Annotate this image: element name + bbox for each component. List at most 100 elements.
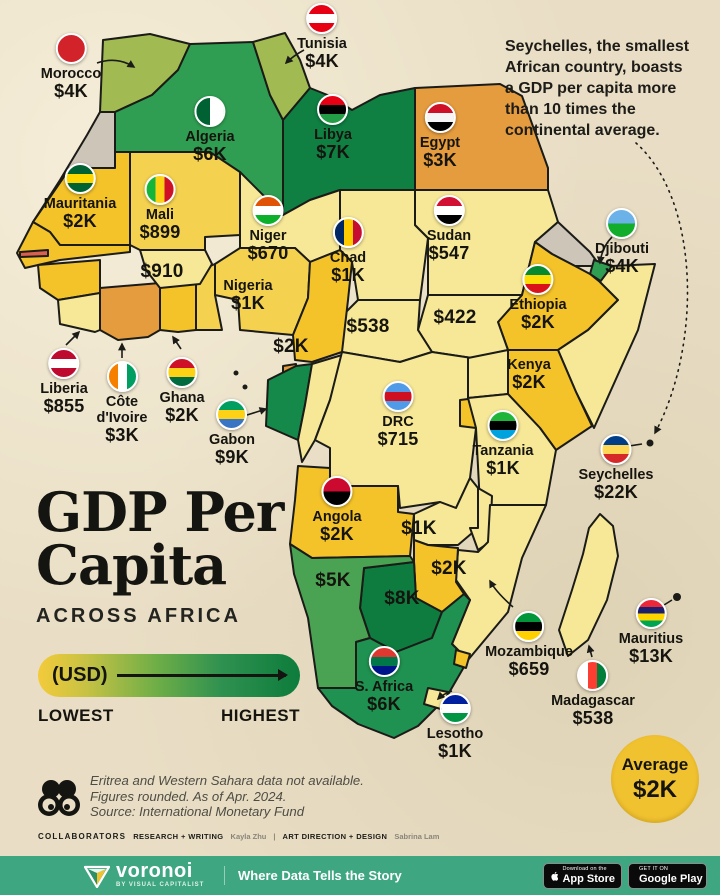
color-legend: (USD) LOWEST HIGHEST bbox=[38, 654, 300, 726]
apple-icon bbox=[551, 871, 559, 881]
country-value: $8K bbox=[384, 588, 420, 609]
country-label-botswana: $8K bbox=[384, 589, 419, 609]
footer-divider bbox=[224, 866, 225, 885]
country-value: $1K bbox=[486, 458, 520, 478]
country-name: DRC bbox=[382, 414, 414, 430]
country-shape-malawi bbox=[469, 487, 493, 551]
country-name: Seychelles bbox=[578, 467, 654, 483]
callout-line-liberia bbox=[65, 330, 81, 346]
legend-high-label: HIGHEST bbox=[220, 706, 300, 725]
flag-civ-icon bbox=[106, 361, 138, 392]
country-value: $4K bbox=[305, 51, 339, 71]
callout-line-mauritius bbox=[663, 599, 673, 606]
callout-line-gabon bbox=[246, 407, 268, 416]
footer-tagline: Where Data Tells the Story bbox=[238, 868, 402, 883]
collaborators-row: COLLABORATORS RESEARCH + WRITING Kayla Z… bbox=[38, 832, 439, 841]
flag-mozambique-icon bbox=[513, 611, 545, 642]
flag-drc-icon bbox=[382, 381, 414, 412]
brand-subtitle: BY VISUAL CAPITALIST bbox=[116, 882, 205, 888]
country-shape-liberia_sl bbox=[57, 292, 101, 333]
country-label-morocco: Morocco $4K bbox=[41, 33, 101, 101]
country-name: Nigeria bbox=[223, 278, 273, 294]
country-label-kenya: Kenya $2K bbox=[507, 357, 551, 392]
voronoi-logo-icon bbox=[84, 865, 110, 888]
country-label-tanzania: Tanzania $1K bbox=[473, 410, 533, 478]
country-value: $1K bbox=[231, 293, 265, 313]
island-dot-seychelles bbox=[646, 439, 654, 447]
average-badge: Average $2K bbox=[611, 735, 699, 823]
country-value: $2K bbox=[273, 336, 309, 357]
flag-madagascar-icon bbox=[577, 660, 609, 691]
country-label-djibouti: Djibouti $4K bbox=[595, 208, 649, 276]
design-name: Sabrina Lam bbox=[394, 832, 440, 841]
country-value: $2K bbox=[165, 405, 199, 425]
flag-mauritania-icon bbox=[64, 163, 96, 194]
callout-line-mozambique bbox=[489, 579, 514, 608]
seychelles-annotation: Seychelles, the smallest African country… bbox=[505, 36, 715, 141]
research-label: RESEARCH + WRITING bbox=[133, 832, 224, 841]
country-value: $3K bbox=[105, 425, 139, 445]
country-name: Mozambique bbox=[485, 644, 573, 660]
country-value: $538 bbox=[572, 708, 614, 728]
flag-tanzania-icon bbox=[487, 410, 519, 441]
flag-seychelles-icon bbox=[600, 434, 632, 465]
country-label-civ: Côte d'Ivoire $3K bbox=[89, 361, 155, 445]
country-name: Lesotho bbox=[426, 726, 484, 742]
country-value: $4K bbox=[54, 81, 88, 101]
flag-sudan-icon bbox=[433, 195, 465, 226]
island-dot-mauritius bbox=[673, 593, 681, 601]
country-value: $538 bbox=[346, 316, 390, 337]
average-value: $2K bbox=[632, 775, 678, 803]
annotation-line: than 10 times the bbox=[505, 101, 636, 118]
country-value: $2K bbox=[320, 524, 354, 544]
flag-ghana-icon bbox=[166, 357, 198, 388]
country-layer bbox=[16, 32, 656, 739]
callout-lines bbox=[65, 49, 689, 701]
country-value: $5K bbox=[315, 570, 351, 591]
island-dot-saotome bbox=[233, 370, 239, 376]
flag-morocco-icon bbox=[55, 33, 87, 64]
country-name: Chad bbox=[329, 250, 367, 266]
flag-liberia-icon bbox=[48, 348, 80, 379]
flag-ethiopia-icon bbox=[522, 264, 554, 295]
flag-safrica-icon bbox=[368, 646, 400, 677]
country-name: Sudan bbox=[426, 228, 472, 244]
footnote-line: Figures rounded. As of Apr. 2024. bbox=[90, 788, 287, 804]
voronoi-brand: voronoi BY VISUAL CAPITALIST bbox=[84, 861, 205, 888]
country-label-zambia: $1K bbox=[401, 519, 436, 539]
country-label-angola: Angola $2K bbox=[312, 476, 362, 544]
country-name: Angola bbox=[312, 509, 362, 525]
country-shape-burkina bbox=[139, 249, 213, 289]
country-label-nigeria: Nigeria $1K bbox=[223, 278, 272, 313]
page-title: GDP Per Capita bbox=[36, 480, 284, 597]
appstore-line2: App Store bbox=[562, 872, 615, 885]
callout-line-madagascar bbox=[586, 644, 595, 658]
country-name: S. Africa bbox=[354, 679, 414, 695]
country-name: Tunisia bbox=[297, 36, 347, 52]
flag-libya-icon bbox=[317, 94, 349, 125]
footer-bar: voronoi BY VISUAL CAPITALIST Where Data … bbox=[0, 856, 720, 895]
country-name: Gabon bbox=[209, 432, 255, 448]
country-label-ghana: Ghana $2K bbox=[159, 357, 205, 425]
flag-mali-icon bbox=[144, 174, 176, 205]
legend-arrow-icon bbox=[116, 669, 289, 681]
country-name: Algeria bbox=[185, 129, 235, 145]
app-store-badge[interactable]: Download on the App Store bbox=[543, 863, 622, 889]
flag-chad-icon bbox=[332, 217, 364, 248]
country-value: $855 bbox=[43, 396, 85, 416]
country-name: Morocco bbox=[40, 66, 102, 82]
country-label-car: $538 bbox=[346, 317, 389, 337]
country-value: $9K bbox=[215, 447, 249, 467]
country-value: $670 bbox=[247, 243, 289, 263]
callout-line-ghana bbox=[172, 335, 182, 350]
country-name: Egypt bbox=[419, 135, 461, 151]
google-play-badge[interactable]: GET IT ON Google Play bbox=[628, 863, 707, 889]
callout-line-djibouti bbox=[596, 236, 613, 265]
design-label: ART DIRECTION + DESIGN bbox=[282, 832, 388, 841]
annotation-line: continental average. bbox=[505, 122, 660, 139]
country-value: $3K bbox=[423, 150, 457, 170]
googleplay-line2: Google Play bbox=[639, 872, 703, 885]
country-label-tunisia: Tunisia $4K bbox=[297, 3, 347, 71]
